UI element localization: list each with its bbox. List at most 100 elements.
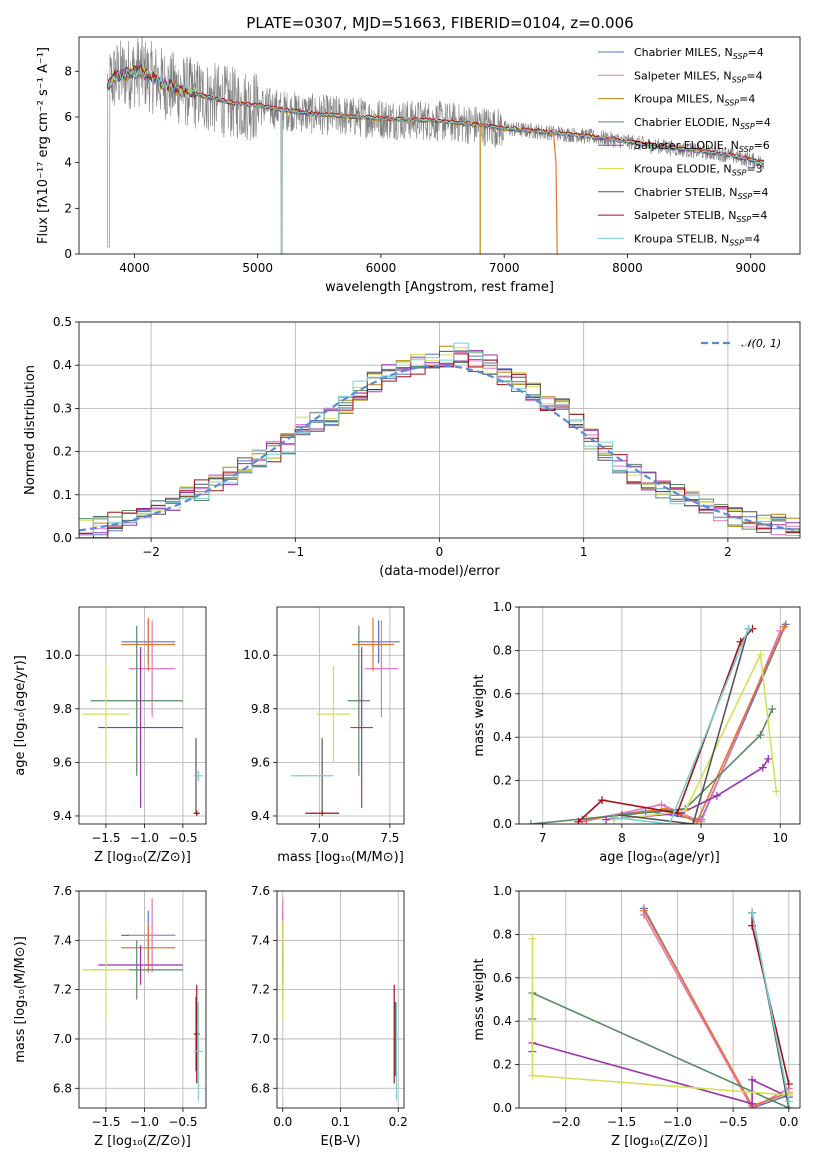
x-tick-label: 9 [697,831,705,845]
x-tick-label: 2 [724,545,732,559]
legend-equals: = [754,139,763,152]
data-point-errorbar [82,665,130,763]
axes-frame [518,890,801,1109]
legend-subscript: SSP [729,238,744,247]
y-tick-label: 6.8 [251,1081,270,1095]
mass-weight-line [751,912,790,1102]
data-point-errorbar [305,810,340,816]
mass-weight-line [530,708,774,824]
y-tick-label: 0.2 [493,1058,512,1072]
legend-subscript: SSP [739,145,754,154]
x-tick-label: 4000 [119,261,150,275]
data-point-marker [609,813,618,822]
data-point-errorbar [357,620,400,664]
data-point-errorbar [129,898,176,973]
y-tick-label: 10.0 [243,648,270,662]
x-tick-label: 8 [618,831,626,845]
axes-frame [78,890,207,1109]
data-point-errorbar [98,945,183,985]
data-point-marker [756,650,765,659]
y-axis-label: age [log₁₀(age/yr)] [13,655,28,776]
data-point-errorbar [193,770,203,782]
data-point-errorbar [350,647,373,808]
y-tick-label: 0.2 [53,445,72,459]
panel-mass_vs_Z: −1.5 −1.0 −0.5 6.8 7.0 7.2 7.4 7.6 Z [log₁₀(Z/Z⊙… [13,884,207,1149]
plot-area-mass_vs_ebv [282,898,398,1101]
x-tick-label: −0.5 [168,831,197,845]
legend-entry: Salpeter STELIB, NSSP=4 [634,209,767,224]
legend-entry: 𝒩(0, 1) [741,337,781,350]
legend-nssp: 4 [748,93,755,106]
data-point-marker [602,815,611,824]
data-point-marker [748,908,757,917]
y-tick-label: 0.1 [53,488,72,502]
legend-label: Salpeter MILES, N [634,69,732,82]
legend-nssp: 3 [756,163,763,176]
legend-nssp: 4 [761,186,768,199]
legend-equals: = [751,209,760,222]
y-tick-label: 0.0 [493,817,512,831]
data-point-marker [528,1071,537,1080]
histogram-step-line [79,350,800,538]
legend-equals: = [746,163,755,176]
legend-nssp: 4 [757,46,764,59]
y-tick-label: 10.0 [45,648,72,662]
legend-entry: Kroupa STELIB, NSSP=4 [634,232,760,247]
y-tick-label: 0.5 [53,315,72,329]
x-axis-label: (data-model)/error [379,564,500,579]
y-tick-label: 7.4 [251,933,270,947]
legend-label: Kroupa MILES, N [634,93,724,106]
panel-mass_vs_ebv: 0.0 0.1 0.2 6.8 7.0 7.2 7.4 7.6 E(B-V) [251,884,408,1149]
x-tick-label: 7.0 [310,831,329,845]
legend-subscript: SSP [738,192,753,201]
legend-label: Kroupa STELIB, N [634,232,729,245]
panel-weight_vs_age: 7 8 9 10 0.0 0.2 0.4 0.6 0.8 1.0 age [log₁₀(age/yr… [472,600,801,865]
x-axis-label: mass [log₁₀(M/M⊙)] [277,850,404,865]
x-axis-label: E(B-V) [320,1134,360,1149]
x-tick-label: −1.0 [130,1115,159,1129]
legend-equals: = [746,69,755,82]
legend-subscript: SSP [740,122,755,131]
mass-weight-line [643,914,790,1108]
y-tick-label: 7.2 [53,983,72,997]
x-tick-label: −2 [142,545,160,559]
data-point-marker [758,763,767,772]
legend-label: Chabrier MILES, N [634,46,733,59]
x-tick-label: 0.2 [389,1115,408,1129]
x-tick-label: −2.0 [551,1115,580,1129]
data-point-marker [756,731,765,740]
x-tick-label: 7.5 [380,831,399,845]
legend-nssp: 4 [756,69,763,82]
x-tick-label: 9000 [735,261,766,275]
y-tick-label: 7.2 [251,983,270,997]
axes-frame [518,606,801,825]
y-tick-label: 9.6 [251,755,270,769]
legend-entry: Chabrier ELODIE, NSSP=4 [634,116,771,131]
y-axis-label: mass weight [472,958,487,1040]
x-tick-label: 7000 [489,261,520,275]
legend-label: Kroupa ELODIE, N [634,163,732,176]
y-tick-label: 0.4 [53,358,72,372]
y-tick-label: 0.3 [53,401,72,415]
legend-equals: = [752,186,761,199]
x-axis-label: Z [log₁₀(Z/Z⊙)] [94,1134,191,1149]
x-axis-label: wavelength [Angstrom, rest frame] [325,280,554,295]
axes-frame [78,36,801,255]
y-axis-label: mass weight [472,674,487,756]
x-tick-label: 5000 [242,261,273,275]
data-point-errorbar [316,665,351,763]
data-point-marker [639,906,648,915]
data-point-marker [598,796,607,805]
mass-weight-line [613,651,778,821]
legend-subscript: SSP [732,169,747,178]
y-tick-label: 0.0 [53,531,72,545]
legend-label: Salpeter STELIB, N [634,209,736,222]
legend-entry: Salpeter ELODIE, NSSP=6 [634,139,770,154]
x-tick-label: −1.5 [91,831,120,845]
x-tick-label: 1 [580,545,588,559]
y-tick-label: 0.8 [493,927,512,941]
data-point-marker [582,815,591,824]
x-axis-label: Z [log₁₀(Z/Z⊙)] [94,850,191,865]
y-tick-label: 7.0 [53,1032,72,1046]
x-tick-label: 0 [436,545,444,559]
